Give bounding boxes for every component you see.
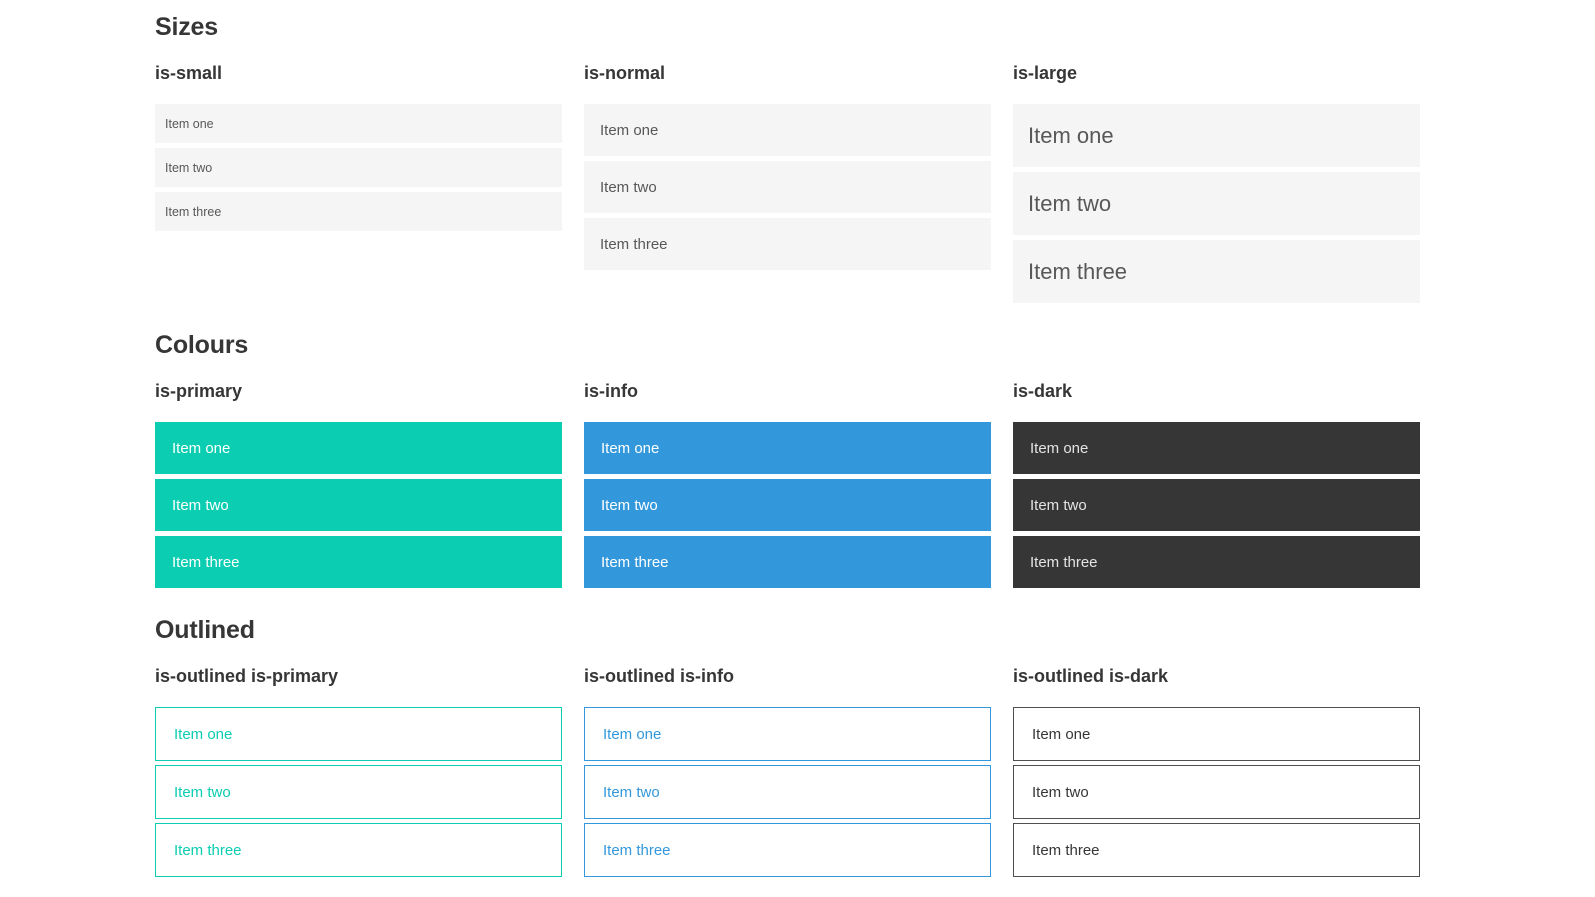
column-is-outlined-is-primary: is-outlined is-primary Item one Item two… [155, 665, 562, 877]
column-is-outlined-is-info: is-outlined is-info Item one Item two It… [584, 665, 991, 877]
column-is-outlined-is-dark: is-outlined is-dark Item one Item two It… [1013, 665, 1420, 877]
list-item[interactable]: Item three [155, 823, 562, 877]
sizes-columns: is-small Item one Item two Item three is… [155, 62, 1595, 303]
column-is-large: is-large Item one Item two Item three [1013, 62, 1420, 303]
list-item[interactable]: Item one [584, 104, 991, 156]
list-item[interactable]: Item three [584, 536, 991, 588]
section-colours: Colours is-primary Item one Item two Ite… [155, 330, 1595, 588]
group-label-is-small: is-small [155, 63, 223, 83]
group-label-is-outlined-is-dark: is-outlined is-dark [1013, 666, 1169, 686]
list-item[interactable]: Item two [1013, 479, 1420, 531]
list-item[interactable]: Item two [155, 765, 562, 819]
group-label-is-outlined-is-primary: is-outlined is-primary [155, 666, 339, 686]
colours-columns: is-primary Item one Item two Item three … [155, 380, 1595, 588]
list-item[interactable]: Item three [1013, 536, 1420, 588]
column-is-primary: is-primary Item one Item two Item three [155, 380, 562, 588]
section-title-sizes: Sizes [155, 13, 218, 41]
list-item[interactable]: Item one [584, 707, 991, 761]
list-outlined-info: Item one Item two Item three [584, 707, 991, 877]
list-dark: Item one Item two Item three [1013, 422, 1420, 588]
group-label-is-outlined-is-info: is-outlined is-info [584, 666, 734, 686]
list-item[interactable]: Item two [584, 479, 991, 531]
list-outlined-dark: Item one Item two Item three [1013, 707, 1420, 877]
column-is-dark: is-dark Item one Item two Item three [1013, 380, 1420, 588]
list-large: Item one Item two Item three [1013, 104, 1420, 303]
list-item[interactable]: Item three [1013, 240, 1420, 303]
list-item[interactable]: Item two [584, 161, 991, 213]
list-item[interactable]: Item one [584, 422, 991, 474]
section-sizes: Sizes is-small Item one Item two Item th… [155, 12, 1595, 303]
group-label-is-normal: is-normal [584, 63, 666, 83]
list-item[interactable]: Item two [1013, 765, 1420, 819]
list-item[interactable]: Item three [155, 536, 562, 588]
list-info: Item one Item two Item three [584, 422, 991, 588]
list-outlined-primary: Item one Item two Item three [155, 707, 562, 877]
list-item[interactable]: Item three [1013, 823, 1420, 877]
list-small: Item one Item two Item three [155, 104, 562, 231]
list-primary: Item one Item two Item three [155, 422, 562, 588]
group-label-is-info: is-info [584, 381, 638, 401]
column-is-info: is-info Item one Item two Item three [584, 380, 991, 588]
list-item[interactable]: Item two [155, 148, 562, 187]
list-item[interactable]: Item three [155, 192, 562, 231]
list-item[interactable]: Item one [155, 707, 562, 761]
group-label-is-large: is-large [1013, 63, 1078, 83]
column-is-small: is-small Item one Item two Item three [155, 62, 562, 303]
list-normal: Item one Item two Item three [584, 104, 991, 270]
list-item[interactable]: Item two [1013, 172, 1420, 235]
column-is-normal: is-normal Item one Item two Item three [584, 62, 991, 303]
outlined-columns: is-outlined is-primary Item one Item two… [155, 665, 1595, 877]
section-outlined: Outlined is-outlined is-primary Item one… [155, 615, 1595, 877]
list-item[interactable]: Item one [155, 104, 562, 143]
list-item[interactable]: Item one [155, 422, 562, 474]
section-title-outlined: Outlined [155, 616, 255, 644]
list-item[interactable]: Item one [1013, 104, 1420, 167]
group-label-is-primary: is-primary [155, 381, 243, 401]
list-item[interactable]: Item three [584, 823, 991, 877]
list-item[interactable]: Item three [584, 218, 991, 270]
list-item[interactable]: Item two [584, 765, 991, 819]
list-item[interactable]: Item two [155, 479, 562, 531]
section-title-colours: Colours [155, 331, 249, 359]
group-label-is-dark: is-dark [1013, 381, 1073, 401]
list-item[interactable]: Item one [1013, 422, 1420, 474]
list-item[interactable]: Item one [1013, 707, 1420, 761]
